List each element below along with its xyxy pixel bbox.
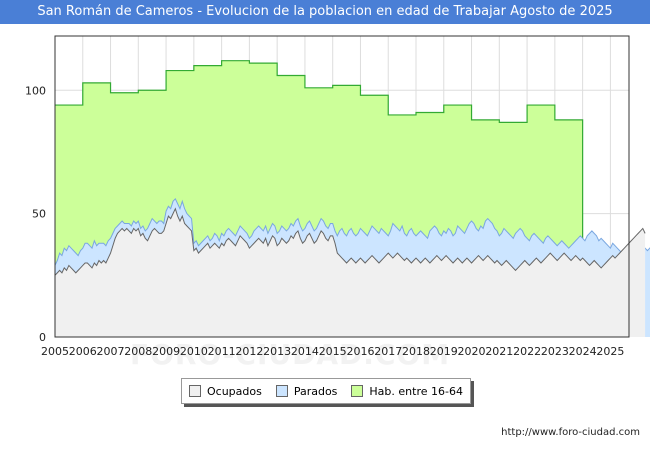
x-tick-label: 2010 [180, 345, 208, 358]
legend-swatch-parados [275, 385, 288, 397]
series-line-parados [54, 197, 650, 266]
x-tick-label: 2025 [596, 345, 624, 358]
x-tick-label: 2012 [235, 345, 263, 358]
footer-url: http://www.foro-ciudad.com [501, 427, 640, 438]
x-tick-label: 2009 [152, 345, 180, 358]
legend-label-habitantes: Hab. entre 16-64 [369, 384, 463, 398]
x-tick-label: 2008 [124, 345, 152, 358]
x-tick-label: 2018 [402, 345, 430, 358]
legend-item-ocupados: Ocupados [188, 384, 262, 398]
legend-label-ocupados: Ocupados [206, 384, 262, 398]
series-line-ocupados [54, 207, 646, 276]
series-area-ocupados [55, 208, 646, 337]
y-tick-label: 100 [25, 84, 46, 97]
x-tick-label: 2006 [69, 345, 97, 358]
legend-item-habitantes: Hab. entre 16-64 [351, 385, 463, 398]
chart-title: San Román de Cameros - Evolucion de la p… [0, 0, 650, 24]
plot-frame [54, 35, 630, 338]
x-tick-label: 2015 [319, 345, 347, 358]
x-tick-label: 2017 [374, 345, 402, 358]
legend: Ocupados Parados Hab. entre 16-64 [181, 378, 471, 404]
x-tick-label: 2020 [458, 345, 486, 358]
x-tick-label: 2005 [41, 345, 69, 358]
x-tick-label: 2021 [485, 345, 513, 358]
x-tick-label: 2011 [208, 345, 236, 358]
watermark: FORO-CIUDAD.COM [130, 338, 451, 371]
x-tick-label: 2023 [541, 345, 569, 358]
y-tick-label: 50 [32, 208, 46, 221]
legend-swatch-habitantes [351, 385, 364, 397]
x-tick-label: 2022 [513, 345, 541, 358]
y-tick-label: 0 [39, 331, 46, 344]
x-tick-label: 2007 [97, 345, 125, 358]
x-tick-label: 2019 [430, 345, 458, 358]
legend-swatch-ocupados [188, 385, 201, 397]
series-line-habitantes [55, 60, 584, 263]
legend-label-parados: Parados [293, 384, 338, 398]
x-tick-label: 2014 [291, 345, 319, 358]
x-tick-label: 2024 [569, 345, 597, 358]
x-tick-label: 2013 [263, 345, 291, 358]
legend-item-parados: Parados [275, 384, 338, 398]
x-tick-label: 2016 [346, 345, 374, 358]
